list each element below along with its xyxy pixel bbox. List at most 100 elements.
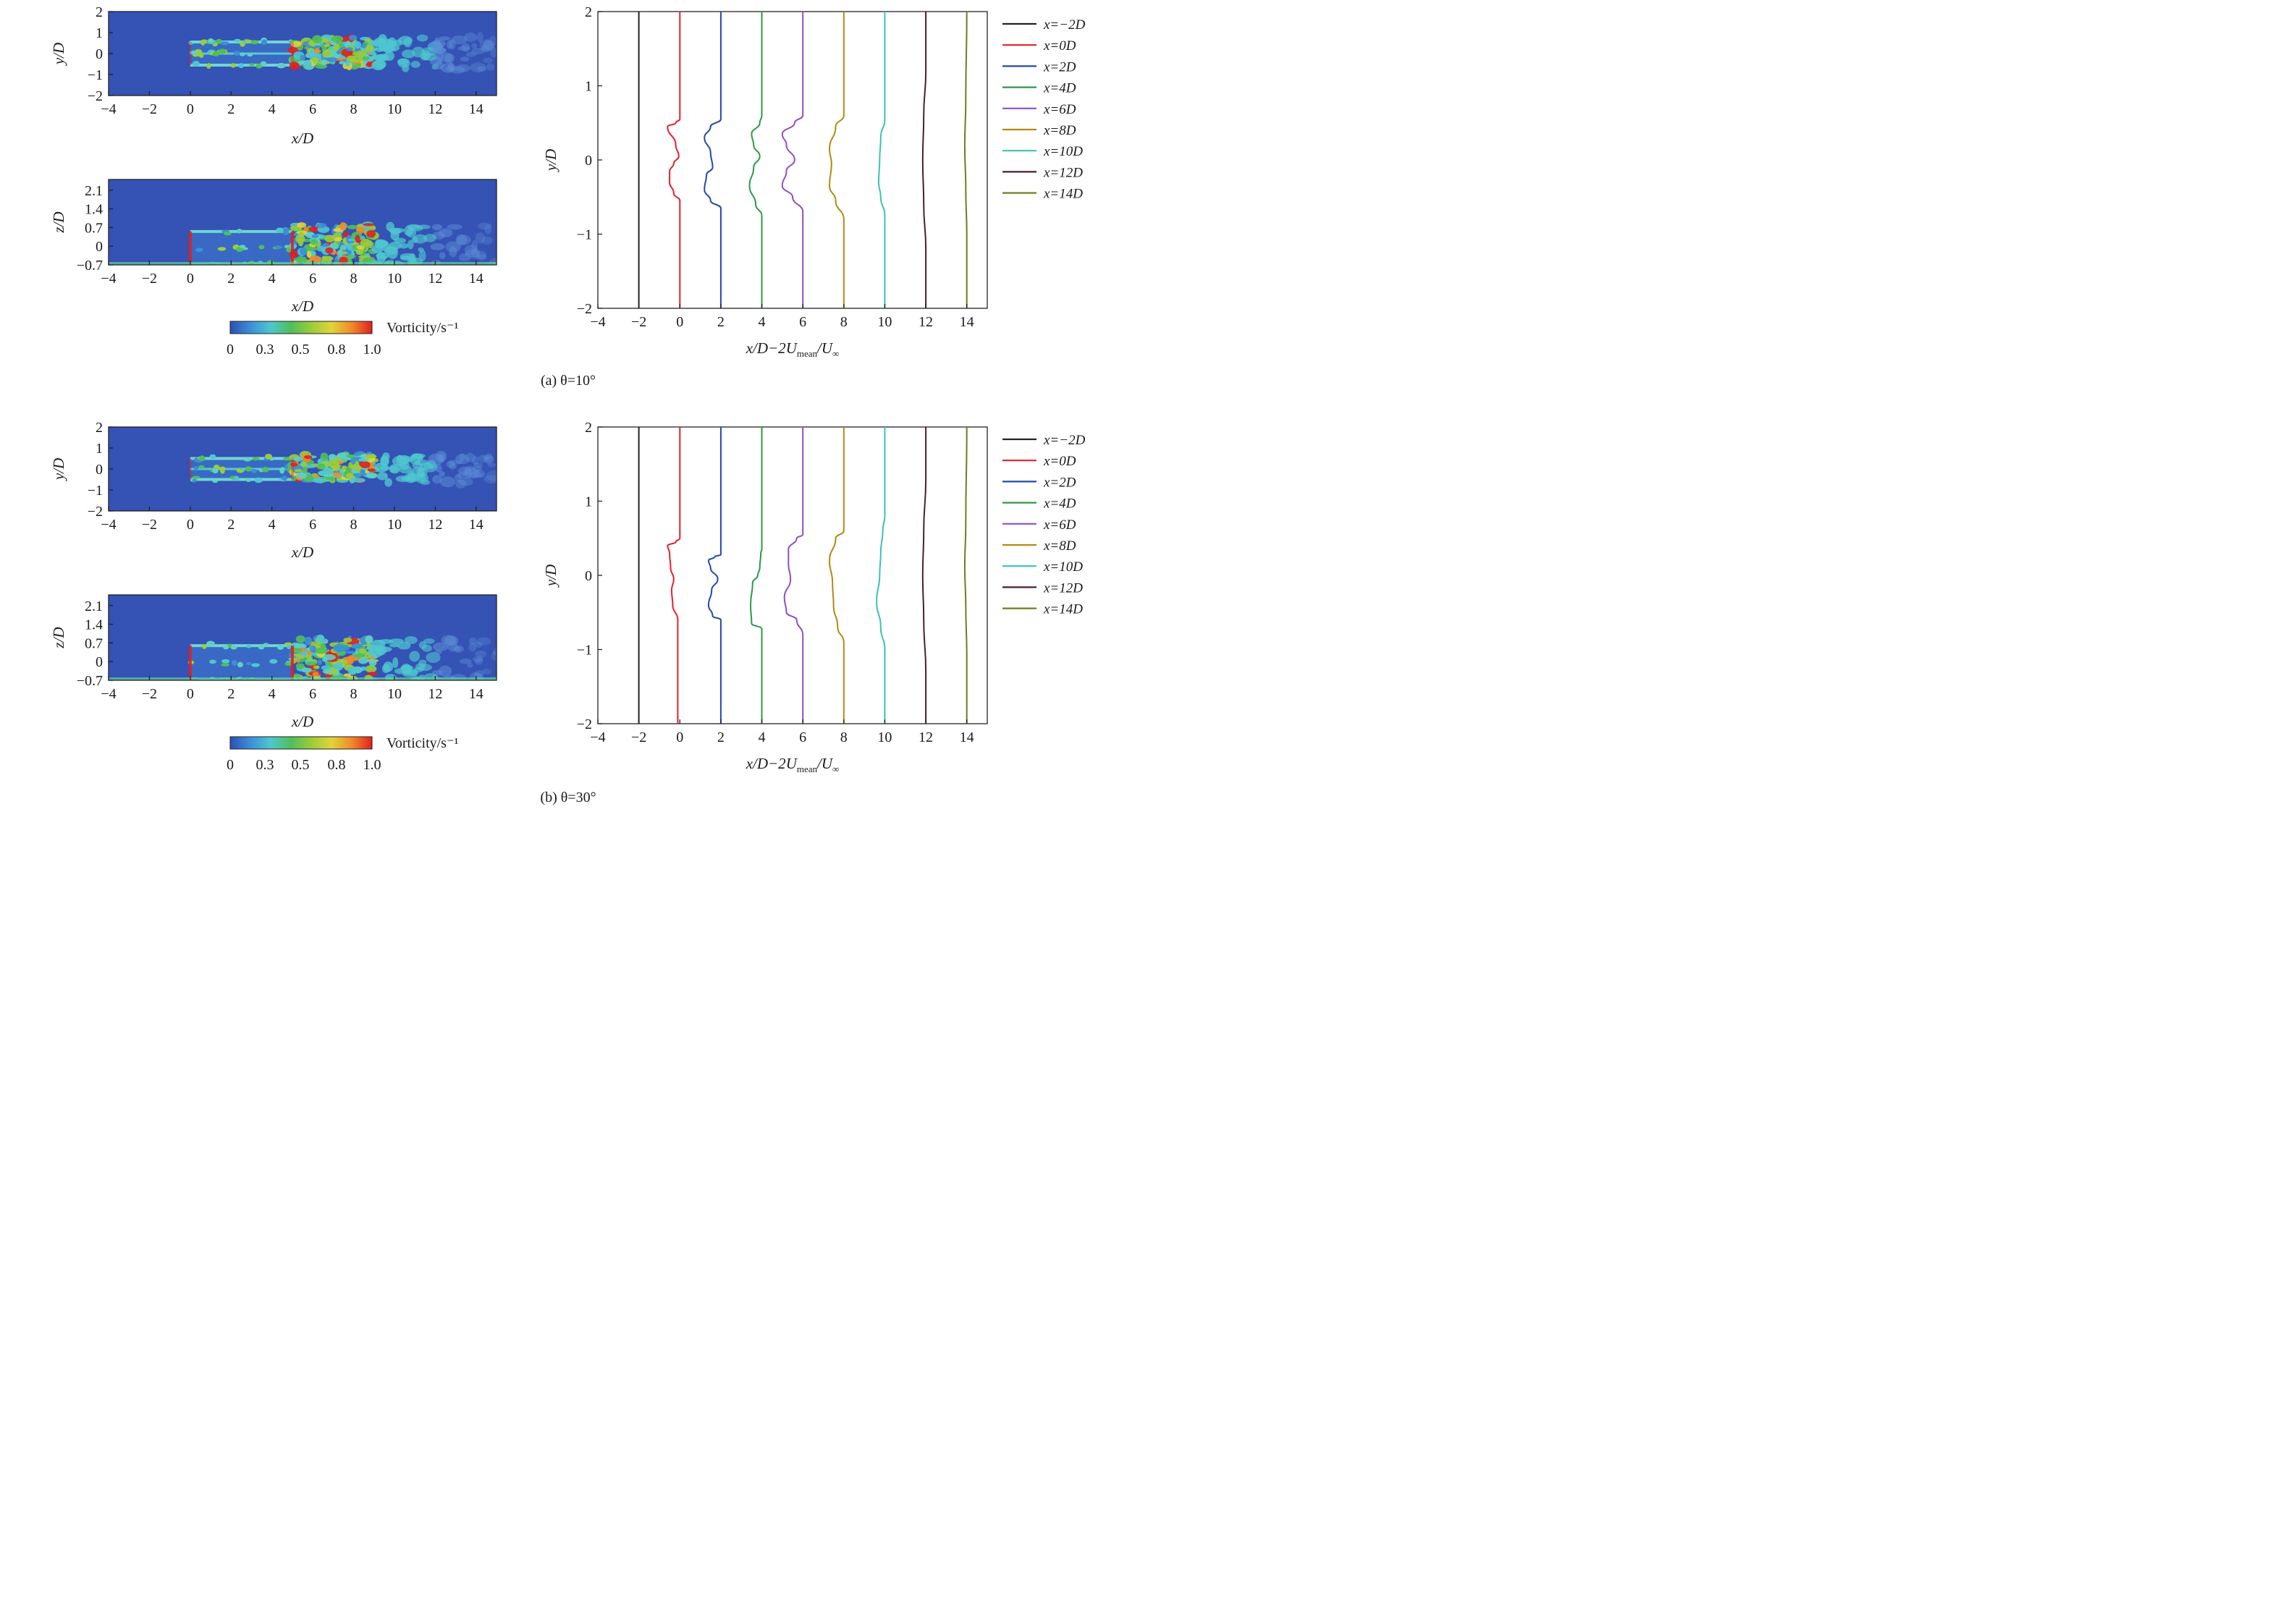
- vortex-blob: [493, 648, 497, 656]
- vortex-blob: [322, 654, 336, 661]
- plot-frame-a-profiles: [597, 11, 988, 309]
- caption-a: (a) θ=10°: [541, 373, 596, 389]
- vortex-blob: [416, 474, 426, 482]
- x-tick-label: 12: [919, 729, 933, 745]
- vortex-blob: [455, 646, 461, 652]
- x-tick-label: −4: [590, 314, 605, 330]
- panel-frame: [108, 594, 497, 681]
- cylinder-upstream: [188, 42, 192, 65]
- x-tick-label: 10: [877, 729, 892, 745]
- y-tick-label: −2: [577, 716, 592, 732]
- vortex-blob: [465, 249, 479, 258]
- profile-line-x4D: [748, 12, 763, 308]
- vortex-blob: [399, 460, 410, 470]
- vortex-blob: [329, 460, 339, 468]
- vortex-blob: [287, 47, 299, 54]
- vortex-blob: [282, 475, 287, 481]
- vortex-blob: [326, 57, 338, 62]
- vortex-blob: [250, 468, 257, 473]
- vorticity-field-b-xy: [109, 427, 497, 511]
- vortex-blob: [314, 48, 320, 54]
- x-axis-label: x/D−2Umean/U∞: [746, 339, 840, 359]
- vortex-blob: [218, 48, 227, 54]
- y-tick-label: 0: [96, 46, 103, 62]
- vortex-blob: [381, 664, 390, 674]
- x-tick-label: 12: [428, 686, 442, 702]
- legend-label: x=8D: [1043, 123, 1076, 138]
- vortex-blob: [247, 680, 253, 683]
- vorticity-field-a-xz: [109, 179, 497, 273]
- cylinder-downstream: [290, 231, 294, 265]
- vortex-blob: [439, 476, 456, 488]
- vortex-blob: [352, 653, 366, 658]
- vortex-blob: [413, 234, 428, 244]
- legend-label: x=2D: [1043, 59, 1076, 75]
- vortex-blob: [199, 455, 206, 462]
- vortex-blob: [200, 39, 208, 43]
- vortex-blob: [339, 61, 346, 64]
- vortex-blob: [446, 461, 455, 468]
- vortex-blob: [455, 64, 470, 72]
- vortex-blob: [201, 643, 207, 649]
- vortex-blob: [329, 242, 339, 250]
- y-tick-label: 1: [585, 494, 592, 510]
- y-axis-label: y/D: [542, 564, 560, 588]
- vortex-blob: [301, 667, 312, 673]
- vortex-blob: [458, 478, 473, 486]
- vortex-blob: [258, 645, 265, 650]
- vortex-blob: [330, 41, 337, 46]
- vortex-blob: [289, 250, 298, 258]
- vortex-blob: [193, 465, 199, 471]
- panel-frame: [108, 179, 497, 266]
- vortex-blob: [457, 46, 470, 51]
- profile-line-x12D: [921, 427, 927, 724]
- vortex-blob: [316, 634, 325, 643]
- vortex-blob: [444, 635, 459, 646]
- vortex-blob: [403, 37, 412, 48]
- x-axis-label-part: U: [786, 339, 798, 357]
- vortex-blob: [310, 239, 318, 245]
- vortex-blob: [366, 473, 378, 479]
- y-tick-label: 1: [585, 79, 592, 95]
- vortex-blob: [464, 245, 478, 255]
- vortex-blob: [455, 454, 470, 465]
- vortex-blob: [260, 61, 267, 67]
- vortex-blob: [454, 473, 462, 482]
- vortex-blob: [300, 54, 306, 61]
- vortex-blob: [354, 41, 362, 49]
- x-tick-label: 2: [227, 686, 235, 702]
- vortex-blob: [346, 47, 353, 51]
- x-axis-label-part: ∞: [832, 764, 839, 774]
- vortex-blob: [432, 475, 442, 484]
- y-tick-label: 2: [96, 4, 103, 20]
- vortex-blob: [231, 659, 237, 666]
- colorbar-tick-label: 0.5: [292, 757, 310, 773]
- vortex-blob: [188, 41, 193, 46]
- vortex-blob: [460, 56, 470, 62]
- vortex-blob: [358, 656, 368, 664]
- vortex-blob: [430, 243, 445, 250]
- y-tick-label: −2: [577, 301, 592, 317]
- vortex-blob: [473, 656, 484, 663]
- y-tick-label: −1: [88, 67, 103, 83]
- profile-series-b-profiles: [638, 426, 968, 724]
- vortex-blob: [444, 54, 455, 63]
- vortex-blob: [370, 54, 386, 61]
- vortex-blob: [457, 471, 473, 479]
- vortex-blob: [443, 268, 451, 273]
- y-tick-label: 0: [96, 239, 103, 255]
- vortex-blob: [238, 63, 245, 68]
- profile-line-x8D: [828, 427, 845, 724]
- legend-label: x=4D: [1043, 81, 1076, 96]
- y-tick-label: −0.7: [77, 673, 103, 689]
- vortex-blob: [365, 665, 377, 673]
- profile-line-x2D: [704, 12, 722, 308]
- vortex-blob: [249, 63, 255, 67]
- x-tick-label: 6: [799, 314, 806, 330]
- vortex-blob: [389, 643, 400, 648]
- vortex-blob: [483, 454, 494, 460]
- vortex-blob: [482, 669, 492, 674]
- colorbar-a: 0 0.3 0.5 0.8 1.0 Vorticity/s⁻¹: [227, 320, 459, 358]
- x-tick-label: 14: [469, 101, 484, 117]
- vortex-blob: [313, 665, 319, 669]
